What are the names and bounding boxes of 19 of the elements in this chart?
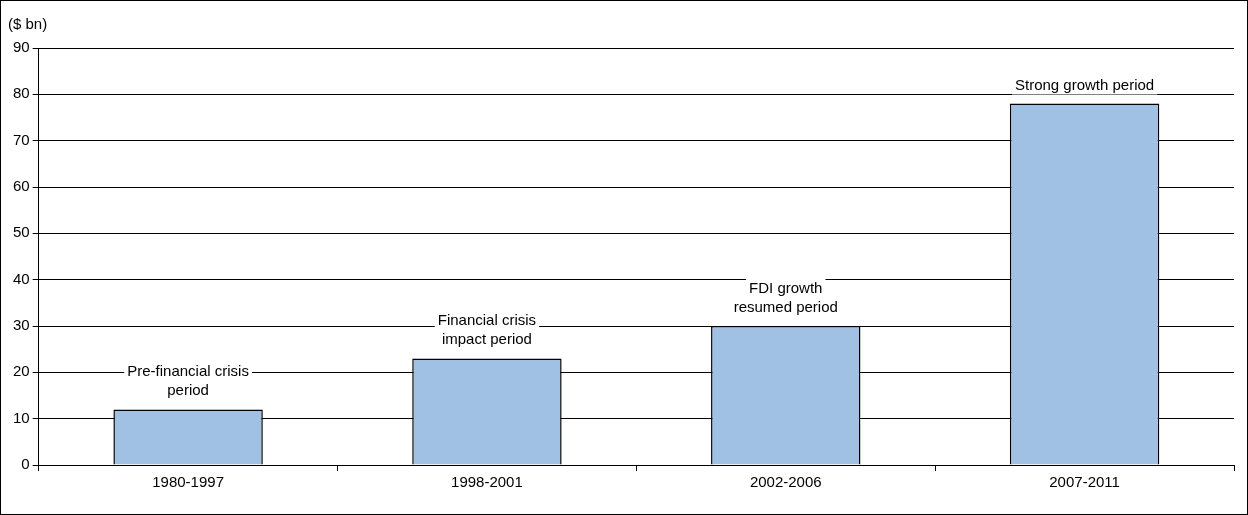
- y-tick-label: 40: [13, 269, 30, 287]
- y-tick-label: 20: [13, 362, 30, 380]
- annotation: Financial crisis impact period: [437, 311, 537, 348]
- y-tick-label: 90: [13, 38, 30, 56]
- y-tick-label: 30: [13, 316, 30, 334]
- x-tick-label: 2002-2006: [749, 473, 822, 491]
- annotation: Strong growth period: [1014, 75, 1155, 93]
- x-tick-label: 1998-2001: [451, 473, 523, 491]
- x-tick-label: 1980-1997: [152, 473, 224, 491]
- x-tick-label: 2007-2011: [1049, 473, 1120, 491]
- annotation: FDI growth resumed period: [733, 279, 838, 315]
- y-tick-label: 0: [21, 455, 30, 473]
- annotation: Pre-financial crisis period: [127, 362, 249, 399]
- y-tick-label: 10: [13, 408, 30, 426]
- y-axis-title: ($ bn): [8, 15, 48, 32]
- y-tick-label: 50: [13, 223, 30, 241]
- y-tick-label: 60: [13, 177, 30, 195]
- y-tick-label: 70: [13, 130, 30, 148]
- y-tick-label: 80: [13, 84, 30, 102]
